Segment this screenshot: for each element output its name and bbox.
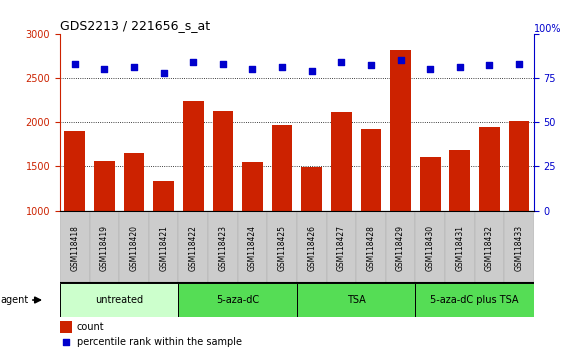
- Bar: [297, 212, 327, 283]
- Point: [455, 64, 464, 70]
- Bar: [178, 212, 208, 283]
- Point: [62, 340, 71, 346]
- Bar: [509, 121, 529, 211]
- Point: [159, 70, 168, 75]
- Bar: [90, 212, 119, 283]
- Text: GSM118433: GSM118433: [514, 225, 524, 271]
- Bar: [415, 212, 445, 283]
- Point: [218, 61, 227, 67]
- Text: GSM118429: GSM118429: [396, 225, 405, 271]
- Point: [100, 66, 109, 72]
- Bar: [65, 131, 85, 211]
- Point: [278, 64, 287, 70]
- Bar: [301, 167, 322, 211]
- Text: GSM118423: GSM118423: [218, 225, 227, 271]
- Bar: [149, 212, 178, 283]
- Text: GSM118422: GSM118422: [189, 225, 198, 271]
- Text: GSM118427: GSM118427: [337, 225, 346, 271]
- Point: [367, 63, 376, 68]
- Bar: [60, 321, 72, 333]
- Text: TSA: TSA: [347, 295, 365, 305]
- Bar: [356, 212, 386, 283]
- Text: GSM118432: GSM118432: [485, 225, 494, 271]
- Bar: [183, 101, 204, 211]
- Point: [396, 57, 405, 63]
- Bar: [272, 125, 292, 211]
- Point: [188, 59, 198, 65]
- Point: [425, 66, 435, 72]
- Text: GDS2213 / 221656_s_at: GDS2213 / 221656_s_at: [60, 19, 210, 33]
- Bar: [475, 212, 504, 283]
- Bar: [415, 283, 534, 317]
- Bar: [504, 212, 534, 283]
- Bar: [242, 162, 263, 211]
- Bar: [94, 161, 115, 211]
- Text: count: count: [77, 322, 104, 332]
- Point: [248, 66, 257, 72]
- Bar: [327, 212, 356, 283]
- Bar: [60, 212, 90, 283]
- Bar: [445, 212, 475, 283]
- Text: 5-aza-dC: 5-aza-dC: [216, 295, 259, 305]
- Text: untreated: untreated: [95, 295, 143, 305]
- Bar: [386, 212, 416, 283]
- Bar: [267, 212, 297, 283]
- Text: 5-aza-dC plus TSA: 5-aza-dC plus TSA: [431, 295, 519, 305]
- Text: GSM118431: GSM118431: [455, 225, 464, 271]
- Bar: [212, 110, 233, 211]
- Bar: [208, 212, 238, 283]
- Point: [130, 64, 139, 70]
- Bar: [238, 212, 267, 283]
- Bar: [331, 112, 352, 211]
- Bar: [479, 127, 500, 211]
- Bar: [178, 283, 297, 317]
- Text: percentile rank within the sample: percentile rank within the sample: [77, 337, 242, 348]
- Bar: [420, 156, 441, 211]
- Point: [514, 61, 524, 67]
- Text: agent: agent: [1, 295, 29, 305]
- Text: GSM118425: GSM118425: [278, 225, 287, 271]
- Text: GSM118420: GSM118420: [130, 225, 139, 271]
- Bar: [449, 150, 470, 211]
- Text: GSM118421: GSM118421: [159, 225, 168, 271]
- Text: GSM118428: GSM118428: [367, 225, 376, 271]
- Bar: [297, 283, 415, 317]
- Bar: [153, 181, 174, 211]
- Point: [485, 63, 494, 68]
- Text: GSM118426: GSM118426: [307, 225, 316, 271]
- Bar: [119, 212, 149, 283]
- Text: GSM118418: GSM118418: [70, 225, 79, 271]
- Bar: [361, 129, 381, 211]
- Text: 100%: 100%: [534, 24, 561, 34]
- Point: [70, 61, 79, 67]
- Text: GSM118419: GSM118419: [100, 225, 109, 271]
- Text: GSM118424: GSM118424: [248, 225, 257, 271]
- Bar: [124, 153, 144, 211]
- Point: [307, 68, 316, 74]
- Bar: [390, 50, 411, 211]
- Text: GSM118430: GSM118430: [426, 225, 435, 271]
- Point: [337, 59, 346, 65]
- Bar: [60, 283, 178, 317]
